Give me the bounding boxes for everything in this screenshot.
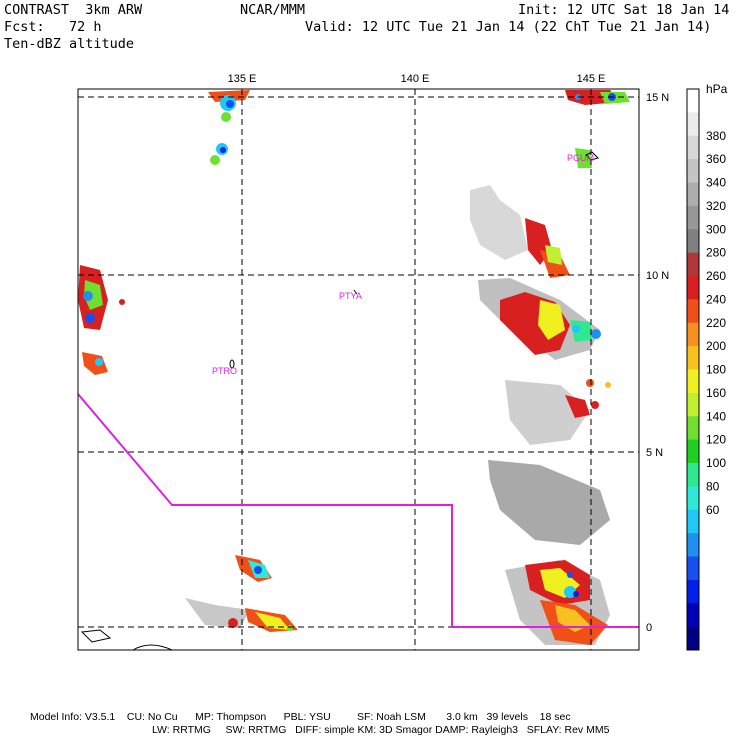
colorbar-label: 300 <box>706 222 726 236</box>
station-ptya: PTYA <box>339 291 362 301</box>
colorbar-label: 180 <box>706 363 726 377</box>
colorbar-swatch <box>687 112 699 137</box>
colorbar-swatch <box>687 439 699 464</box>
lat-label-5: 5 N <box>646 447 663 459</box>
boundary-line <box>77 393 639 628</box>
colorbar-label: 60 <box>706 503 720 517</box>
station-ptro: PTRO <box>212 366 237 376</box>
colorbar-frame <box>686 88 700 651</box>
lon-label-140: 140 E <box>401 73 430 85</box>
colorbar-swatch <box>687 159 699 183</box>
colorbar-swatch <box>687 533 699 557</box>
model-title: CONTRAST 3km ARW <box>4 2 143 18</box>
colorbar-label: 160 <box>706 386 726 400</box>
colorbar-swatch <box>687 463 699 487</box>
map-frame <box>77 88 640 651</box>
colorbar: 380 360 340 320 300 280 260 240 220 200 180 160 140 1… <box>686 88 726 651</box>
colorbar-swatch <box>687 322 699 347</box>
colorbar-swatch <box>687 182 699 207</box>
colorbar-label: 220 <box>706 316 726 330</box>
colorbar-label: 200 <box>706 339 726 353</box>
footer-physics-info: LW: RRTMG SW: RRTMG DIFF: simple KM: 3D … <box>152 724 610 736</box>
colorbar-label: 360 <box>706 152 726 166</box>
field-name: Ten-dBZ altitude <box>4 36 135 52</box>
model-source: NCAR/MMM <box>240 2 306 18</box>
colorbar-label: 120 <box>706 433 726 447</box>
colorbar-swatch <box>687 369 699 394</box>
lat-lon-grid <box>78 89 639 650</box>
valid-time: Valid: 12 UTC Tue 21 Jan 14 (22 ChT Tue … <box>305 19 712 35</box>
lat-label-0: 0 <box>646 622 652 634</box>
lon-label-135: 135 E <box>228 73 257 85</box>
colorbar-label: 380 <box>706 129 726 143</box>
colorbar-unit: hPa <box>706 82 728 96</box>
colorbar-swatch <box>687 346 699 370</box>
colorbar-label: 140 <box>706 409 726 423</box>
init-time: Init: 12 UTC Sat 18 Jan 14 <box>518 2 730 18</box>
lat-label-15: 15 N <box>646 92 669 104</box>
colorbar-swatch <box>687 276 699 300</box>
colorbar-swatch <box>687 579 699 604</box>
colorbar-swatch <box>687 205 699 230</box>
colorbar-label: 240 <box>706 292 726 306</box>
colorbar-swatch <box>687 252 699 277</box>
colorbar-swatch <box>687 486 699 511</box>
footer-model-info: Model Info: V3.5.1 CU: No Cu MP: Thompso… <box>30 711 571 723</box>
colorbar-label: 280 <box>706 246 726 260</box>
colorbar-swatch <box>687 626 699 651</box>
forecast-hour: Fcst: 72 h <box>4 19 102 35</box>
colorbar-swatch <box>687 509 699 534</box>
lon-label-145: 145 E <box>577 73 606 85</box>
colorbar-swatch <box>687 603 699 628</box>
radar-echoes <box>78 90 630 645</box>
colorbar-swatch <box>687 89 699 113</box>
colorbar-label: 80 <box>706 479 720 493</box>
colorbar-swatch <box>687 416 699 441</box>
coastlines <box>80 151 599 651</box>
colorbar-swatch <box>687 556 699 581</box>
colorbar-swatch <box>687 135 699 160</box>
colorbar-swatch <box>687 392 699 417</box>
colorbar-label: 260 <box>706 269 726 283</box>
station-pgum: PGUM <box>567 153 594 163</box>
colorbar-label: 320 <box>706 199 726 213</box>
colorbar-label: 340 <box>706 176 726 190</box>
colorbar-label: 100 <box>706 456 726 470</box>
lat-label-10: 10 N <box>646 270 669 282</box>
colorbar-swatch <box>687 229 699 254</box>
colorbar-swatch <box>687 299 699 324</box>
